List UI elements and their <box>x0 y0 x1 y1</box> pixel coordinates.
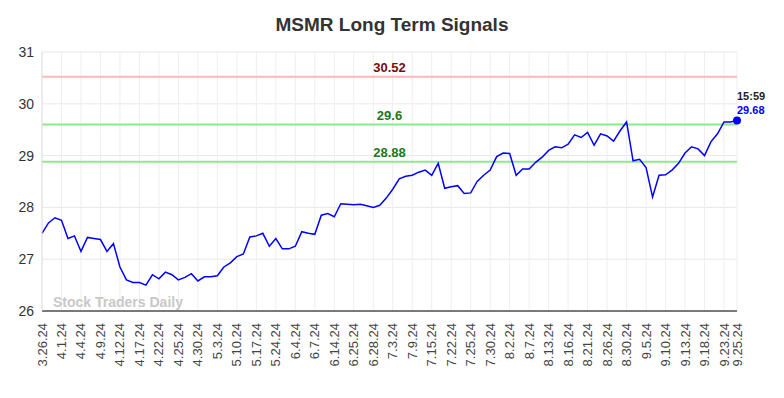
svg-text:6.14.24: 6.14.24 <box>327 323 342 366</box>
svg-text:4.22.24: 4.22.24 <box>151 323 166 366</box>
svg-text:9.18.24: 9.18.24 <box>697 323 712 366</box>
svg-text:9.13.24: 9.13.24 <box>678 323 693 366</box>
svg-text:29.68: 29.68 <box>737 104 765 116</box>
svg-text:8.26.24: 8.26.24 <box>600 323 615 366</box>
svg-text:30: 30 <box>18 96 34 112</box>
svg-text:9.5.24: 9.5.24 <box>639 323 654 359</box>
svg-text:8.7.24: 8.7.24 <box>522 323 537 359</box>
svg-text:5.17.24: 5.17.24 <box>249 323 264 366</box>
svg-text:4.1.24: 4.1.24 <box>54 323 69 359</box>
svg-text:8.16.24: 8.16.24 <box>561 323 576 366</box>
svg-text:5.10.24: 5.10.24 <box>229 323 244 366</box>
svg-text:27: 27 <box>18 251 34 267</box>
svg-text:5.24.24: 5.24.24 <box>268 323 283 366</box>
html-text:Stock Traders Daily: Stock Traders Daily <box>53 294 183 310</box>
svg-text:29: 29 <box>18 148 34 164</box>
svg-text:4.17.24: 4.17.24 <box>132 323 147 366</box>
svg-text:4.9.24: 4.9.24 <box>93 323 108 359</box>
svg-text:7.22.24: 7.22.24 <box>444 323 459 366</box>
svg-text:7.30.24: 7.30.24 <box>483 323 498 366</box>
svg-text:15:59: 15:59 <box>737 90 765 102</box>
svg-text:6.7.24: 6.7.24 <box>307 323 322 359</box>
svg-text:7.9.24: 7.9.24 <box>405 323 420 359</box>
svg-text:9.25.24: 9.25.24 <box>730 323 745 366</box>
svg-text:4.12.24: 4.12.24 <box>112 323 127 366</box>
html-text:MSMR Long Term Signals: MSMR Long Term Signals <box>275 14 509 35</box>
svg-text:29.6: 29.6 <box>377 108 402 123</box>
svg-text:4.25.24: 4.25.24 <box>171 323 186 366</box>
svg-text:31: 31 <box>18 44 34 60</box>
svg-text:6.4.24: 6.4.24 <box>288 323 303 359</box>
svg-text:28.88: 28.88 <box>373 145 406 160</box>
svg-text:3.26.24: 3.26.24 <box>35 323 50 366</box>
svg-text:7.3.24: 7.3.24 <box>385 323 400 359</box>
svg-text:4.30.24: 4.30.24 <box>190 323 205 366</box>
svg-text:26: 26 <box>18 303 34 319</box>
svg-text:4.4.24: 4.4.24 <box>73 323 88 359</box>
svg-text:9.10.24: 9.10.24 <box>658 323 673 366</box>
svg-text:30.52: 30.52 <box>373 60 406 75</box>
svg-text:8.21.24: 8.21.24 <box>580 323 595 366</box>
svg-text:6.28.24: 6.28.24 <box>366 323 381 366</box>
svg-text:9.23.24: 9.23.24 <box>716 323 732 367</box>
svg-text:8.13.24: 8.13.24 <box>541 323 556 366</box>
svg-text:5.3.24: 5.3.24 <box>210 323 225 359</box>
svg-text:8.30.24: 8.30.24 <box>619 323 634 366</box>
svg-text:28: 28 <box>18 199 34 215</box>
svg-text:7.15.24: 7.15.24 <box>424 323 439 366</box>
svg-text:7.25.24: 7.25.24 <box>463 323 478 366</box>
svg-text:8.2.24: 8.2.24 <box>502 323 517 359</box>
svg-text:6.25.24: 6.25.24 <box>346 323 361 366</box>
